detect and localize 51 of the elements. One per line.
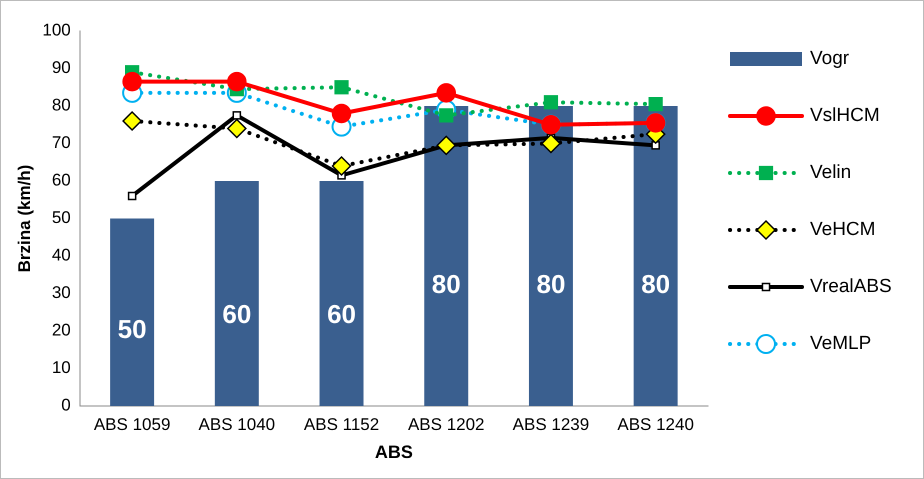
point bbox=[541, 134, 561, 154]
y-tick-label: 50 bbox=[52, 208, 71, 228]
point bbox=[334, 80, 349, 94]
data-label: 60 bbox=[222, 299, 252, 330]
legend-label: VeHCM bbox=[810, 219, 876, 240]
y-tick-label: 40 bbox=[52, 246, 71, 265]
y-tick-label: 80 bbox=[52, 96, 71, 115]
y-tick-label: 10 bbox=[52, 358, 71, 378]
y-tick-label: 20 bbox=[52, 320, 71, 340]
point bbox=[122, 111, 142, 131]
x-tick-label: ABS 1059 bbox=[94, 414, 170, 434]
point bbox=[227, 72, 247, 92]
y-tick-label: 60 bbox=[52, 170, 71, 190]
bar bbox=[214, 181, 259, 406]
x-axis-title: ABS bbox=[374, 442, 413, 462]
bar bbox=[634, 106, 678, 406]
y-tick-label: 70 bbox=[52, 133, 71, 152]
legend-label: Vogr bbox=[810, 48, 850, 70]
data-label: 80 bbox=[641, 269, 670, 300]
x-tick-label: ABS 1240 bbox=[617, 414, 694, 434]
y-tick-label: 0 bbox=[61, 396, 71, 415]
legend-label: VslHCM bbox=[810, 105, 880, 126]
data-label: 50 bbox=[118, 314, 147, 344]
y-tick-label: 30 bbox=[52, 283, 71, 302]
bar bbox=[424, 106, 468, 406]
bar bbox=[320, 181, 364, 406]
legend-label: VeMLP bbox=[810, 333, 872, 354]
x-tick-label: ABS 1239 bbox=[512, 414, 590, 434]
x-tick-label: ABS 1202 bbox=[408, 414, 485, 434]
legend-label: Velin bbox=[810, 162, 852, 184]
point bbox=[227, 118, 247, 138]
bar bbox=[528, 106, 573, 406]
y-axis-title: Brzina (km/h) bbox=[14, 164, 34, 272]
point bbox=[122, 72, 142, 92]
x-tick-label: ABS 1152 bbox=[304, 414, 380, 434]
point bbox=[544, 95, 558, 110]
point bbox=[436, 136, 456, 156]
point bbox=[648, 97, 663, 112]
legend-label: VrealABS bbox=[810, 276, 892, 298]
data-label: 80 bbox=[536, 269, 566, 300]
point bbox=[332, 156, 352, 176]
bar bbox=[110, 218, 154, 406]
x-tick-label: ABS 1040 bbox=[198, 414, 276, 434]
point bbox=[128, 192, 136, 200]
data-label: 60 bbox=[327, 299, 356, 330]
y-tick-label: 100 bbox=[42, 20, 71, 40]
point bbox=[332, 104, 352, 124]
point bbox=[436, 83, 456, 103]
data-label: 80 bbox=[432, 269, 461, 300]
point bbox=[232, 111, 242, 120]
y-tick-label: 90 bbox=[52, 58, 71, 78]
